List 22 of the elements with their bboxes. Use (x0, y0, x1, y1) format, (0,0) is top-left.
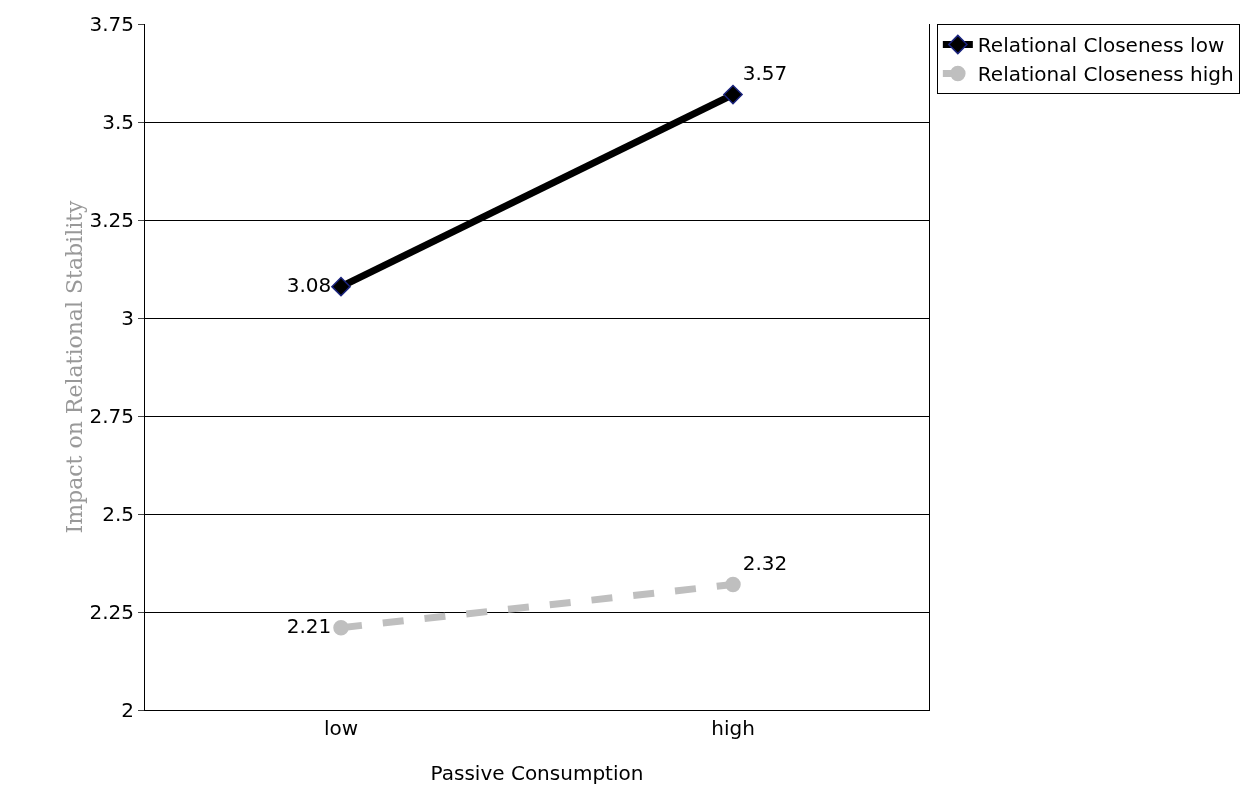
y-tick-label: 2 (121, 698, 134, 722)
y-tick-label: 2.25 (89, 600, 134, 624)
point (723, 84, 743, 105)
y-tick-label: 3.25 (89, 208, 134, 232)
y-tick-label: 2.5 (102, 502, 134, 526)
data-label: 2.32 (742, 550, 788, 575)
point (725, 576, 741, 593)
x-tick-label: low (323, 716, 359, 740)
x-tick-label: high (711, 716, 755, 740)
y-tick-label: 2.75 (89, 404, 134, 428)
point (331, 276, 351, 297)
point (333, 619, 349, 636)
y-axis-title: Impact on Relational Stability (62, 199, 88, 534)
data-label: 3.08 (286, 272, 332, 297)
y-tick-label: 3 (121, 306, 134, 330)
legend-label: Relational Closeness low (977, 33, 1225, 58)
data-label: 2.21 (286, 613, 332, 638)
x-axis-title: Passive Consumption (430, 761, 644, 785)
y-tick-label: 3.5 (102, 110, 134, 134)
y-tick-label: 3.75 (89, 12, 134, 36)
data-label: 3.57 (742, 60, 788, 85)
legend-label: Relational Closeness high (977, 62, 1234, 87)
